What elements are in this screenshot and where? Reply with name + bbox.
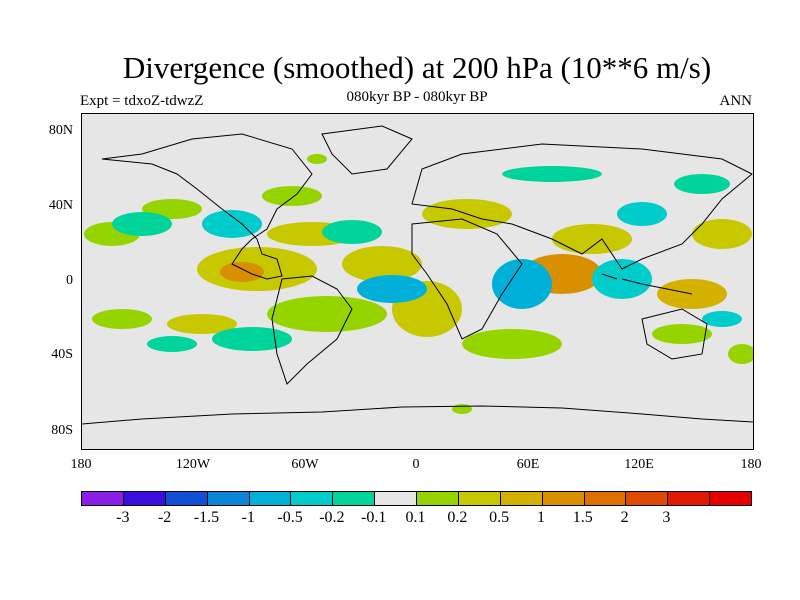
- lat-label: 40S: [51, 347, 73, 362]
- colorbar-label: 0.1: [405, 509, 426, 526]
- patch-pos: [342, 246, 422, 282]
- coastline-north-america: [101, 133, 313, 280]
- colorbar-label: -0.1: [361, 509, 387, 526]
- patch-pos: [167, 314, 237, 334]
- lon-label: 60E: [516, 457, 540, 472]
- colorbar-label: 0.2: [447, 509, 468, 526]
- colorbar-label: 1: [536, 509, 545, 526]
- colorbar-label: -1: [241, 509, 255, 526]
- colorbar-box: [82, 492, 124, 505]
- map-panel: [81, 113, 754, 450]
- colorbar-label: 0.5: [489, 509, 510, 526]
- colorbar: [81, 491, 752, 506]
- coastline-antarctica: [82, 405, 753, 425]
- coastlines: [82, 125, 753, 425]
- colorbar-box: [249, 492, 292, 505]
- colorbar-label: 2: [620, 509, 629, 526]
- lon-label: 180: [740, 457, 762, 472]
- patch-neg: [502, 166, 602, 182]
- colorbar-label: 3: [662, 509, 671, 526]
- patch-neg: [617, 202, 667, 226]
- colorbar-box: [458, 492, 501, 505]
- colorbar-box: [710, 492, 751, 505]
- patch-pos: [307, 154, 327, 164]
- patch-pos: [692, 219, 752, 249]
- patch-pos: [462, 329, 562, 359]
- experiment-label: Expt = tdxoZ-tdwzZ: [80, 93, 204, 109]
- patch-pos: [267, 296, 387, 332]
- lon-label: 60W: [291, 457, 319, 472]
- coastline-africa: [411, 218, 523, 340]
- lon-label: 180: [70, 457, 92, 472]
- coastline-indonesia: [601, 273, 693, 295]
- lat-label: 0: [66, 273, 73, 288]
- patch-pos: [220, 262, 264, 282]
- coastline-south-america: [271, 275, 353, 385]
- lon-label: 120E: [624, 457, 654, 472]
- patch-neg: [112, 212, 172, 236]
- lat-label: 40N: [48, 198, 73, 213]
- chart-title: Divergence (smoothed) at 200 hPa (10**6 …: [122, 50, 712, 85]
- coastline-eurasia: [411, 143, 753, 270]
- colorbar-label: -2: [157, 509, 172, 526]
- patch-pos: [728, 344, 753, 364]
- colorbar-label: 1.5: [572, 509, 593, 526]
- patch-neg: [147, 336, 197, 352]
- colorbar-box: [207, 492, 250, 505]
- patch-pos: [552, 224, 632, 254]
- colorbar-label: -0.2: [319, 509, 345, 526]
- colorbar-box: [165, 492, 208, 505]
- divergence-map: [82, 125, 753, 425]
- colorbar-box: [668, 492, 711, 505]
- chart-subtitle: 080kyr BP - 080kyr BP: [346, 89, 488, 105]
- coastline-greenland: [321, 125, 413, 175]
- patch-neg: [357, 275, 427, 303]
- colorbar-box: [584, 492, 627, 505]
- lon-label: 120W: [175, 457, 211, 472]
- lat-label: 80S: [51, 423, 73, 438]
- patch-pos: [262, 186, 322, 206]
- patch-neg: [202, 210, 262, 238]
- patch-pos: [92, 309, 152, 329]
- patch-neg: [212, 327, 292, 351]
- colorbar-box: [542, 492, 585, 505]
- colorbar-label: -1.5: [193, 509, 220, 526]
- lat-label: 80N: [48, 123, 73, 138]
- patch-neg: [702, 311, 742, 327]
- patch-neg: [492, 259, 552, 309]
- colorbar-box: [123, 492, 166, 505]
- patch-pos: [652, 324, 712, 344]
- colorbar-box: [417, 492, 459, 505]
- colorbar-box: [500, 492, 543, 505]
- colorbar-box: [291, 492, 334, 505]
- patch-neg: [322, 220, 382, 244]
- colorbar-box: [333, 492, 376, 505]
- colorbar-box: [375, 492, 417, 505]
- lon-label: 0: [412, 457, 420, 472]
- patch-pos: [452, 404, 472, 414]
- patch-neg: [674, 174, 730, 194]
- coastline-australia: [641, 308, 708, 360]
- colorbar-label: -0.5: [277, 509, 303, 526]
- season-label: ANN: [719, 93, 753, 109]
- colorbar-box: [626, 492, 669, 505]
- colorbar-label: -3: [116, 509, 130, 526]
